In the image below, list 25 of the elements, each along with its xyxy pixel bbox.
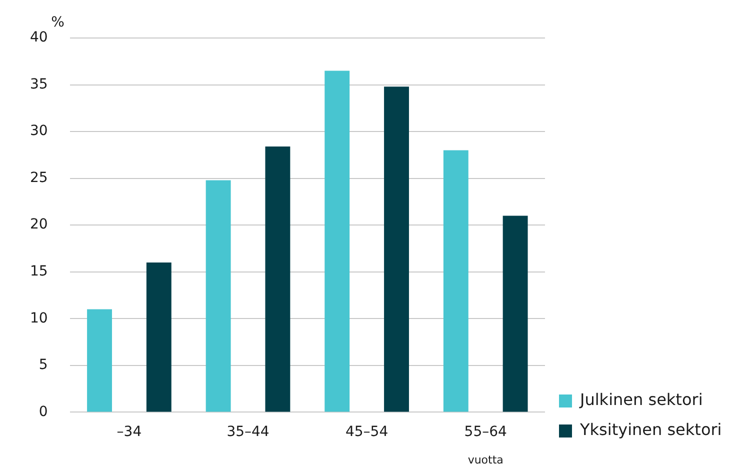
bar [384,86,409,412]
bar [146,262,172,412]
x-tick-label: –34 [116,424,142,440]
y-axis-title: % [51,14,64,31]
bar [206,180,231,412]
x-axis-title: vuotta [468,453,504,466]
y-tick-label: 40 [30,30,48,46]
legend-label: Yksityinen sektori [579,420,722,440]
bar [502,216,528,412]
bar [443,150,468,412]
x-tick-label: 55–64 [464,424,508,440]
y-tick-label: 15 [30,264,48,280]
y-tick-label: 25 [30,170,48,186]
y-tick-label: 0 [38,404,48,420]
y-tick-label: 35 [30,76,48,92]
bar [87,309,112,412]
bar [324,70,350,412]
y-tick-label: 10 [30,310,48,326]
y-tick-label: 20 [30,216,48,233]
x-tick-label: 45–54 [345,424,388,440]
legend-label: Julkinen sektori [579,390,703,410]
x-tick-label: 35–44 [226,424,270,440]
y-tick-label: 30 [30,123,48,140]
bar [265,146,290,412]
y-tick-label: 5 [38,357,48,374]
